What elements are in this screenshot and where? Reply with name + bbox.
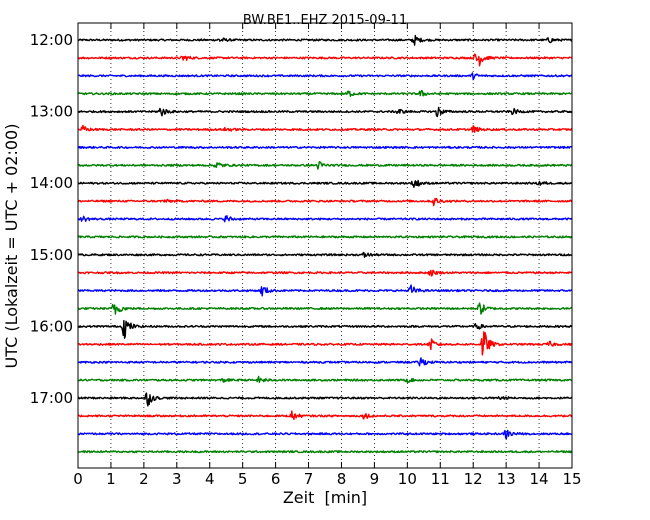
- trace-line: [77, 34, 573, 46]
- y-tick-label: 13:00: [30, 103, 73, 121]
- trace-line: [77, 197, 573, 207]
- x-tick-label: 3: [172, 470, 182, 488]
- trace-line: [77, 161, 573, 170]
- y-tick-labels: 12:00 13:00 14:00 15:00 16:00 17:00: [30, 31, 73, 407]
- x-tick-labels: 0 1 2 3 4 5 6 7 8 9 10 11 12 13 14 15: [73, 470, 581, 488]
- trace-line: [77, 269, 573, 277]
- trace-line: [77, 375, 573, 384]
- trace-line: [77, 179, 573, 188]
- x-tick-label: 8: [337, 470, 347, 488]
- x-tick-label: 1: [106, 470, 116, 488]
- trace-line: [77, 392, 573, 407]
- seismic-traces: [77, 34, 573, 454]
- trace-line: [77, 319, 573, 339]
- plot-frame: [77, 22, 573, 469]
- axis-ticks: [77, 23, 573, 468]
- x-tick-label: 10: [398, 470, 417, 488]
- x-tick-label: 5: [238, 470, 248, 488]
- chart-title: BW.BE1..EHZ 2015-09-11: [243, 13, 407, 28]
- trace-line: [77, 215, 573, 223]
- x-tick-label: 15: [562, 470, 581, 488]
- trace-line: [77, 53, 573, 67]
- y-tick-label: 12:00: [30, 31, 73, 49]
- y-tick-label: 15:00: [30, 246, 73, 264]
- y-tick-label: 16:00: [30, 317, 73, 335]
- y-axis-label: UTC (Lokalzeit = UTC + 02:00): [2, 124, 21, 369]
- trace-line: [77, 235, 573, 239]
- x-tick-label: 6: [271, 470, 281, 488]
- trace-line: [77, 410, 573, 421]
- trace-line: [77, 124, 573, 133]
- x-tick-label: 9: [370, 470, 380, 488]
- trace-line: [77, 357, 573, 367]
- x-tick-label: 4: [205, 470, 215, 488]
- trace-line: [77, 89, 573, 97]
- trace-line: [77, 251, 573, 258]
- trace-line: [78, 302, 573, 315]
- x-tick-label: 13: [497, 470, 516, 488]
- trace-line: [77, 450, 573, 454]
- x-tick-label: 11: [431, 470, 450, 488]
- x-tick-label: 2: [139, 470, 149, 488]
- trace-line: [77, 429, 573, 440]
- trace-line: [77, 284, 573, 297]
- x-tick-label: 0: [73, 470, 83, 488]
- trace-line: [77, 331, 573, 356]
- x-tick-label: 12: [464, 470, 483, 488]
- y-tick-label: 17:00: [30, 389, 73, 407]
- x-axis-label: Zeit [min]: [283, 488, 367, 507]
- trace-line: [77, 72, 573, 81]
- x-tick-label: 7: [304, 470, 314, 488]
- x-tick-label: 14: [530, 470, 549, 488]
- trace-line: [77, 106, 573, 118]
- trace-line: [77, 145, 573, 149]
- y-tick-label: 14:00: [30, 174, 73, 192]
- vertical-gridlines: [110, 23, 540, 468]
